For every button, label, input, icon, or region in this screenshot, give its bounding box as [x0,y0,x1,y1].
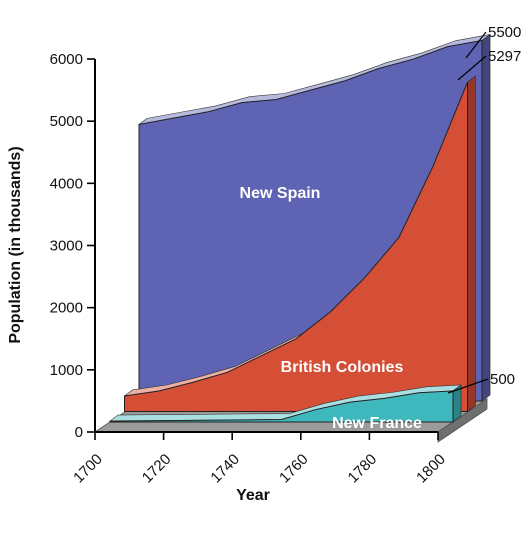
x-tick-label: 1800 [413,451,449,487]
series-label-new-france: New France [332,415,422,432]
labels-layer: Population (in thousands) Year New Spain… [7,24,521,504]
end-value-label-british-colonies: 5297 [488,48,521,65]
series-side-face [467,75,476,413]
series-new-france [109,384,462,423]
end-value-label-new-france: 500 [490,371,515,388]
x-tick-label: 1780 [345,451,381,487]
y-tick-label: 2000 [50,300,83,317]
end-label-leader [457,55,487,81]
y-tick-label: 3000 [50,238,83,255]
y-tick-label: 1000 [50,362,83,379]
series-label-british-colonies: British Colonies [281,359,404,376]
series-front-face [109,390,454,423]
x-tick-label: 1700 [70,451,106,487]
series-british-colonies [124,75,477,413]
end-label-leader [447,378,489,394]
y-tick-label: 4000 [50,175,83,192]
y-tick-label: 6000 [50,51,83,68]
x-tick-label: 1740 [207,451,243,487]
end-label-leader [465,31,487,59]
x-tick-label: 1720 [139,451,175,487]
end-value-label-new-spain: 5500 [488,24,521,41]
y-tick-label: 0 [75,424,83,441]
series-side-face [481,33,491,402]
series-layer [109,33,491,423]
series-label-new-spain: New Spain [240,185,321,202]
y-axis-title: Population (in thousands) [7,146,24,343]
x-tick-label: 1760 [276,451,312,487]
series-front-face [124,82,468,412]
x-axis-title: Year [236,487,270,504]
axes-layer: 0 1000 2000 3000 4000 5000 6000 1700 1720 1740 176… [50,51,449,486]
y-tick-label: 5000 [50,113,83,130]
